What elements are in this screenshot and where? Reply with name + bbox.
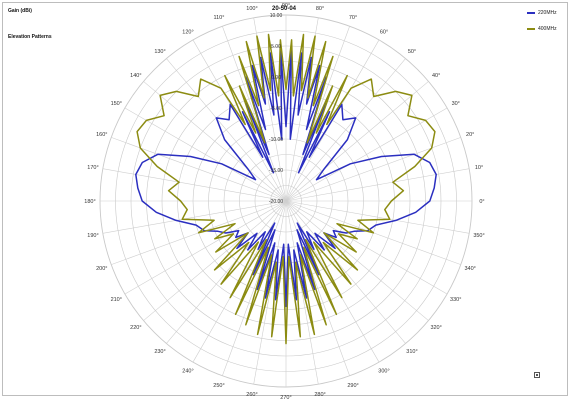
grid-spoke [102, 168, 287, 202]
legend-swatch-400mhz [527, 28, 535, 30]
angle-tick-label: 40° [432, 73, 440, 79]
radial-tick-label: 10.00 [270, 13, 283, 19]
grid-spoke [222, 26, 287, 202]
grid-spoke [285, 17, 319, 202]
legend-label-400mhz: 400MHz [538, 26, 557, 32]
legend-item-400mhz[interactable]: 400MHz [527, 26, 557, 32]
grid-spoke [166, 200, 287, 344]
grid-spoke [285, 81, 429, 202]
grid-spoke [124, 200, 287, 295]
angle-tick-label: 160° [96, 132, 107, 138]
angle-tick-label: 350° [473, 233, 484, 239]
grid-spoke [253, 200, 287, 385]
angle-tick-label: 220° [130, 325, 141, 331]
grid-spoke [285, 58, 406, 202]
legend-label-220mhz: 220MHz [538, 10, 557, 16]
angle-tick-label: 200° [96, 266, 107, 272]
angle-tick-label: 300° [378, 369, 389, 375]
radial-tick-label: -10.00 [269, 137, 283, 143]
y-axis-label: Gain (dBi) [8, 8, 32, 14]
radial-tick-label: 5.00 [271, 44, 281, 50]
angle-tick-label: 60° [380, 29, 388, 35]
grid-spoke [285, 200, 470, 234]
angle-tick-label: 230° [154, 349, 165, 355]
series-layer [135, 33, 437, 345]
angle-tick-label: 130° [154, 49, 165, 55]
legend-item-220mhz[interactable]: 220MHz [527, 10, 557, 16]
grid-spoke [285, 200, 448, 295]
tick-labels: 0° 10° 20° 30° 40° 50° 60° 70° 80° 90° 100° 110° 120… [84, 3, 484, 401]
radial-tick-label: -20.00 [269, 199, 283, 205]
series-line-400mhz [136, 33, 436, 345]
angle-tick-label: 110° [213, 15, 224, 21]
chart-title: 20-50-04 [272, 6, 297, 12]
grid-spoke [285, 200, 429, 321]
fullscreen-button[interactable] [534, 372, 540, 378]
angle-tick-label: 140° [130, 73, 141, 79]
angle-tick-label: 50° [408, 49, 416, 55]
angle-tick-label: 120° [182, 29, 193, 35]
angle-tick-label: 320° [430, 325, 441, 331]
grid-spoke [285, 107, 448, 202]
radial-tick-label: 0.00 [271, 75, 281, 81]
angle-tick-label: 330° [450, 297, 461, 303]
chart-subtitle: Elevation Patterns [8, 34, 52, 40]
angle-tick-label: 80° [316, 6, 324, 12]
angle-tick-label: 290° [347, 383, 358, 389]
angle-tick-label: 340° [464, 266, 475, 272]
angle-tick-label: 100° [246, 6, 257, 12]
angle-tick-label: 310° [406, 349, 417, 355]
angle-tick-label: 180° [84, 199, 95, 205]
angle-tick-label: 10° [475, 165, 483, 171]
angle-tick-label: 260° [246, 392, 257, 398]
grid-spoke [102, 200, 287, 234]
angle-tick-label: 250° [213, 383, 224, 389]
angle-tick-label: 240° [182, 369, 193, 375]
grid-spoke [253, 17, 287, 202]
angle-tick-label: 280° [314, 392, 325, 398]
angle-tick-label: 270° [280, 395, 291, 401]
grid-spoke [285, 200, 319, 385]
polar-grid [99, 14, 473, 388]
grid-spoke [285, 26, 350, 202]
grid-spoke [285, 200, 406, 344]
grid-spoke [124, 107, 287, 202]
angle-tick-label: 0° [479, 199, 484, 205]
angle-tick-label: 190° [87, 233, 98, 239]
angle-tick-label: 70° [349, 15, 357, 21]
grid-spoke [166, 58, 287, 202]
grid-spoke [143, 81, 287, 202]
angle-tick-label: 90° [282, 3, 290, 9]
angle-tick-label: 150° [111, 101, 122, 107]
radial-tick-label: -15.00 [269, 168, 283, 174]
angle-tick-label: 30° [452, 101, 460, 107]
angle-tick-label: 210° [111, 297, 122, 303]
grid-spoke [285, 168, 470, 202]
angle-tick-label: 20° [466, 132, 474, 138]
series-line-220mhz [135, 48, 437, 308]
radial-tick-label: -5.00 [270, 106, 282, 112]
grid-spoke [143, 200, 287, 321]
angle-tick-label: 170° [87, 165, 98, 171]
legend-swatch-220mhz [527, 12, 535, 14]
